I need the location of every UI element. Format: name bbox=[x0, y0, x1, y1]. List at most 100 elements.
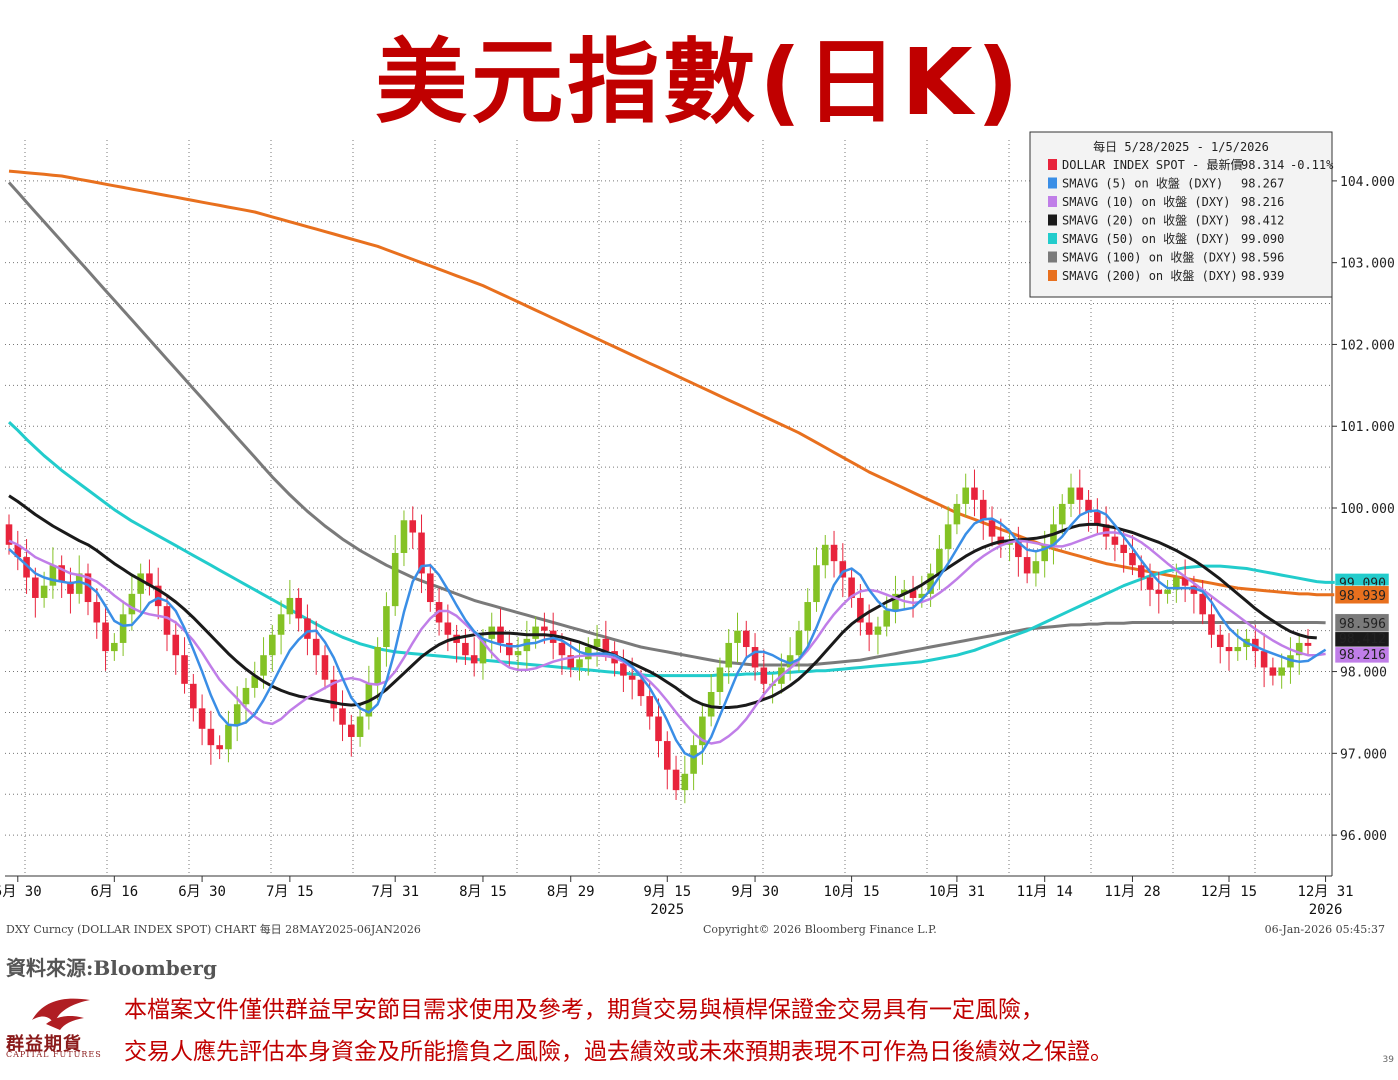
candle-body bbox=[804, 602, 812, 631]
candlestick-chart: 104.000 103.000 102.000 101.000 100.000 98.00… bbox=[0, 130, 1398, 950]
page-number: 39 bbox=[1382, 1055, 1394, 1065]
candle-body bbox=[751, 647, 759, 668]
candle-body bbox=[1041, 544, 1048, 562]
candle-body bbox=[49, 565, 57, 586]
candle-body bbox=[944, 524, 952, 549]
candle-body bbox=[1304, 642, 1312, 646]
candle-body bbox=[795, 630, 803, 656]
candle-body bbox=[67, 581, 74, 594]
candle-body bbox=[93, 602, 101, 623]
x-tick-label: 11月 14 bbox=[1017, 884, 1073, 900]
candle-body bbox=[172, 634, 180, 656]
candle-body bbox=[181, 655, 188, 684]
disclaimer-line-1: 本檔案文件僅供群益早安節目需求使用及參考，期貨交易與槓桿保證金交易具有一定風險， bbox=[124, 997, 1044, 1023]
candle-body bbox=[1234, 647, 1242, 652]
candle-body bbox=[1208, 614, 1215, 635]
sma200-line bbox=[8, 169, 1335, 597]
candle-body bbox=[154, 585, 162, 607]
candle-body bbox=[119, 614, 127, 643]
x-tick-label: 9月 30 bbox=[731, 884, 779, 900]
sma200-path bbox=[8, 169, 1335, 597]
x-tick-label: 6月 16 bbox=[90, 884, 138, 900]
candle-body bbox=[821, 544, 829, 566]
y-tick-label: 96.000 bbox=[1340, 829, 1387, 844]
candle-body bbox=[690, 745, 697, 774]
candle-body bbox=[971, 487, 978, 500]
candle-body bbox=[857, 597, 864, 623]
candle-body bbox=[1199, 593, 1206, 615]
legend-label: DOLLAR INDEX SPOT - 最新價 bbox=[1062, 157, 1243, 172]
candle-body bbox=[1032, 561, 1040, 574]
sma5-line bbox=[8, 509, 1327, 759]
sma10-line bbox=[8, 531, 1326, 745]
logo-english: CAPITAL FUTURES bbox=[6, 1050, 102, 1059]
candle-body bbox=[163, 606, 171, 635]
legend-label: SMAVG (100) on 收盤 (DXY) bbox=[1062, 251, 1238, 265]
candle-body bbox=[558, 642, 566, 656]
candle-body bbox=[883, 610, 890, 627]
x-axis: 5月 30 6月 16 6月 30 7月 15 7月 31 8月 15 8月 29 9月 15… bbox=[0, 876, 1354, 918]
legend-value: 99.090 bbox=[1241, 232, 1284, 246]
candle-body bbox=[5, 524, 13, 545]
candle-body bbox=[1111, 536, 1119, 545]
x-tick-label: 9月 15 bbox=[643, 884, 691, 900]
candle-body bbox=[260, 655, 267, 676]
candle-body bbox=[479, 638, 487, 664]
legend-label: SMAVG (50) on 收盤 (DXY) bbox=[1062, 232, 1231, 246]
candle-body bbox=[1137, 565, 1145, 578]
value-tag: 98.412 bbox=[1334, 628, 1390, 648]
x-tick-label: 7月 15 bbox=[266, 884, 314, 900]
data-source: 資料來源:Bloomberg bbox=[6, 956, 217, 980]
candle-body bbox=[286, 597, 294, 615]
candle-body bbox=[734, 630, 741, 643]
candle-body bbox=[321, 655, 329, 680]
x-tick-label: 11月 28 bbox=[1104, 884, 1160, 900]
x-tick-label: 12月 15 bbox=[1201, 884, 1257, 900]
y-tick-label: 102.000 bbox=[1340, 338, 1395, 353]
x-tick-label: 6月 30 bbox=[178, 884, 226, 900]
footer-right: 06-Jan-2026 05:45:37 bbox=[1265, 923, 1385, 936]
candle-body bbox=[813, 565, 820, 603]
legend-value: 98.939 bbox=[1241, 269, 1284, 283]
candle-body bbox=[427, 573, 434, 603]
candle-body bbox=[1076, 487, 1084, 500]
candle-body bbox=[391, 552, 399, 607]
y-tick-label: 98.000 bbox=[1340, 666, 1387, 681]
legend-value: 98.216 bbox=[1241, 195, 1284, 209]
candle-body bbox=[1173, 577, 1180, 590]
candle-body bbox=[742, 630, 750, 648]
candle-body bbox=[225, 724, 232, 750]
candle-body bbox=[1260, 651, 1268, 668]
candle-body bbox=[14, 544, 22, 558]
sma100-path bbox=[7, 181, 1326, 667]
candle-body bbox=[269, 634, 276, 656]
x-tick-label: 7月 31 bbox=[371, 884, 419, 900]
candle-body bbox=[400, 520, 408, 553]
candle-body bbox=[383, 606, 390, 648]
candle-body bbox=[356, 716, 364, 737]
candle-body bbox=[725, 642, 733, 668]
sma50-path bbox=[7, 421, 1344, 678]
candle-body bbox=[848, 577, 855, 598]
y-axis: 104.000 103.000 102.000 101.000 100.000 98.00… bbox=[1332, 175, 1395, 844]
candle-body bbox=[1015, 540, 1022, 558]
candle-body bbox=[953, 503, 961, 525]
candle-body bbox=[23, 557, 30, 578]
candle-body bbox=[979, 499, 987, 521]
candle-body bbox=[146, 573, 153, 586]
candle-body bbox=[909, 589, 917, 598]
x-tick-label: 8月 29 bbox=[547, 884, 595, 900]
candle-body bbox=[207, 728, 215, 746]
candle-body bbox=[681, 773, 689, 791]
candle-body bbox=[707, 692, 715, 717]
candle-body bbox=[900, 589, 908, 594]
x-tick-label: 12月 31 bbox=[1297, 884, 1353, 900]
legend-swatch bbox=[1048, 233, 1057, 244]
legend-label: SMAVG (10) on 收盤 (DXY) bbox=[1062, 195, 1231, 209]
candle-body bbox=[786, 655, 794, 668]
candle-body bbox=[918, 593, 926, 598]
x-tick-label: 8月 15 bbox=[459, 884, 507, 900]
candle-body bbox=[233, 704, 241, 725]
legend-label: SMAVG (200) on 收盤 (DXY) bbox=[1062, 269, 1238, 283]
value-tags: 98.31498.26798.21698.41299.09098.59698.9… bbox=[1334, 573, 1390, 664]
